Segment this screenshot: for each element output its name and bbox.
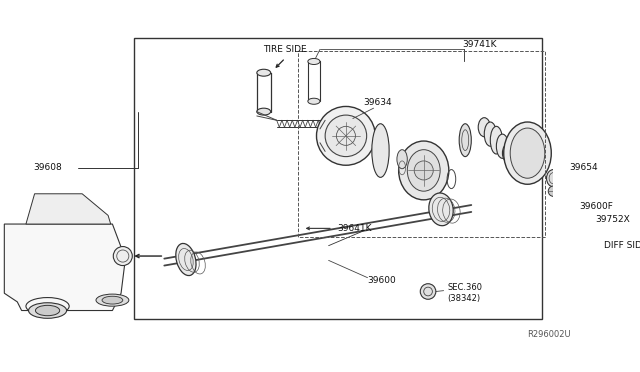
Ellipse shape — [459, 124, 471, 157]
Ellipse shape — [484, 122, 497, 146]
Ellipse shape — [490, 126, 502, 154]
Bar — [134, 38, 542, 319]
Ellipse shape — [325, 115, 367, 157]
Ellipse shape — [176, 243, 196, 276]
Text: 39600: 39600 — [367, 276, 396, 285]
Ellipse shape — [504, 122, 551, 184]
Ellipse shape — [397, 150, 407, 169]
Text: (38342): (38342) — [447, 294, 480, 303]
Ellipse shape — [29, 303, 67, 318]
Polygon shape — [26, 194, 111, 224]
Ellipse shape — [308, 98, 320, 104]
Text: 39634: 39634 — [363, 99, 392, 108]
Polygon shape — [4, 224, 125, 311]
Ellipse shape — [547, 170, 561, 187]
Text: R296002U: R296002U — [527, 330, 571, 339]
Ellipse shape — [508, 135, 522, 163]
Text: DIFF SIDE: DIFF SIDE — [604, 241, 640, 250]
Ellipse shape — [610, 188, 627, 221]
Ellipse shape — [113, 247, 132, 266]
Ellipse shape — [102, 296, 123, 304]
Ellipse shape — [510, 128, 545, 178]
Ellipse shape — [497, 134, 508, 158]
Ellipse shape — [399, 141, 449, 200]
Ellipse shape — [35, 305, 60, 316]
Ellipse shape — [502, 144, 515, 163]
Text: 39741K: 39741K — [463, 40, 497, 49]
Ellipse shape — [429, 193, 453, 226]
Ellipse shape — [26, 298, 69, 315]
Text: TIRE SIDE: TIRE SIDE — [263, 45, 307, 54]
Ellipse shape — [478, 118, 490, 137]
Ellipse shape — [420, 284, 436, 299]
Ellipse shape — [372, 124, 389, 177]
Ellipse shape — [308, 58, 320, 64]
Ellipse shape — [96, 294, 129, 306]
Text: SEC.360: SEC.360 — [447, 283, 482, 292]
Ellipse shape — [407, 150, 440, 191]
Ellipse shape — [317, 106, 375, 165]
Bar — [298, 51, 545, 237]
Text: 39608: 39608 — [33, 163, 61, 172]
Text: 39641K: 39641K — [337, 224, 372, 233]
Text: 39752X: 39752X — [595, 215, 630, 224]
Ellipse shape — [414, 161, 433, 180]
Text: 39654: 39654 — [569, 163, 598, 172]
Ellipse shape — [548, 186, 559, 196]
Ellipse shape — [257, 108, 271, 115]
Ellipse shape — [257, 69, 271, 76]
Text: 39600F: 39600F — [579, 202, 613, 211]
